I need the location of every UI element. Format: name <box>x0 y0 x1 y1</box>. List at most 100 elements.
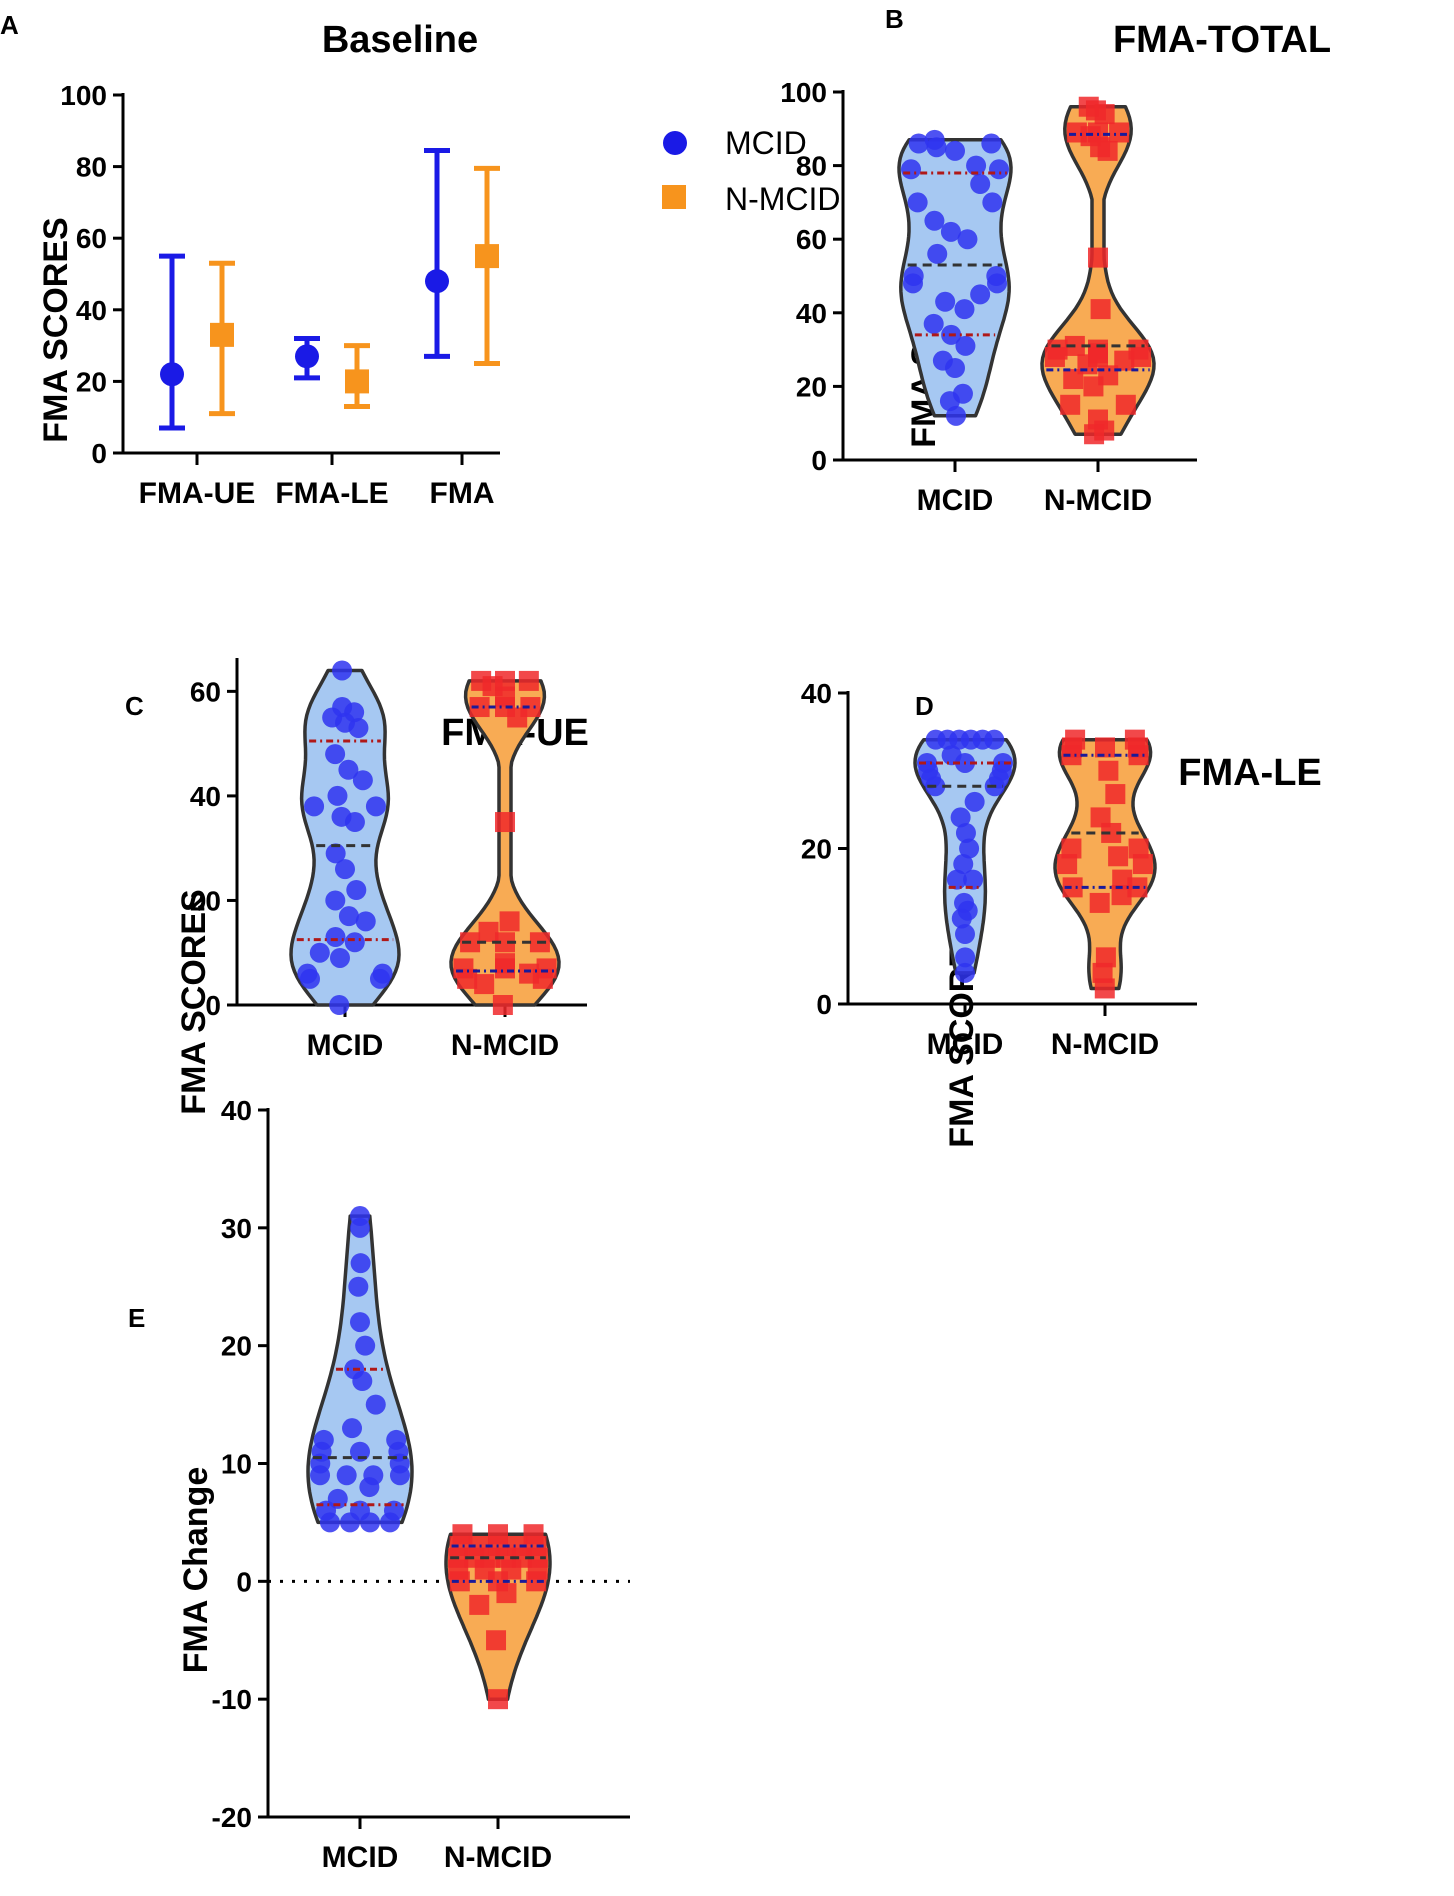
data-point-mcid <box>325 843 346 864</box>
violin-body <box>449 679 561 1007</box>
panel-a-ylabel: FMA SCORES <box>37 217 75 442</box>
data-point-nmcid <box>1128 838 1149 859</box>
y-tick-label: 60 <box>76 223 107 254</box>
panel-d-title: FMA-LE <box>1178 752 1322 794</box>
data-point-nmcid <box>1062 877 1083 898</box>
data-point-nmcid <box>1105 784 1126 805</box>
data-point-mcid <box>335 859 355 880</box>
data-point-nmcid <box>1090 807 1111 828</box>
legend-mcid-marker <box>663 131 687 155</box>
y-tick-label: 60 <box>190 676 221 707</box>
data-point-mcid <box>957 229 978 250</box>
y-tick-label: 20 <box>221 1331 252 1362</box>
data-point-mcid <box>350 1253 371 1274</box>
data-point-mcid <box>926 137 947 158</box>
data-point-mcid <box>955 335 976 356</box>
data-point-nmcid <box>1083 376 1104 397</box>
data-point-nmcid <box>1098 760 1119 781</box>
panel-c-plot: 0 20 40 60 MCID N-MCID <box>190 658 587 1062</box>
data-point-mcid <box>359 1477 380 1498</box>
data-point-nmcid <box>499 911 520 932</box>
y-tick-label: 40 <box>796 298 827 329</box>
x-category-label: FMA <box>430 477 495 510</box>
data-point-mcid <box>989 159 1010 180</box>
data-point-mcid <box>902 273 923 294</box>
data-point-mcid <box>900 159 921 180</box>
x-category-label: N-MCID <box>451 1029 559 1062</box>
data-point-nmcid <box>526 1571 547 1592</box>
panel-c-ylabel: FMA SCORES <box>175 889 213 1114</box>
data-point-nmcid <box>478 921 499 942</box>
data-point-mcid <box>940 221 961 242</box>
data-point-mcid <box>344 812 365 833</box>
data-point-nmcid <box>532 968 553 989</box>
data-point-nmcid <box>469 1594 490 1615</box>
data-point-mcid <box>304 796 325 817</box>
y-tick-label: 20 <box>801 834 832 865</box>
data-point-nmcid <box>495 932 515 953</box>
data-point-nmcid <box>1131 346 1152 367</box>
y-tick-label: 10 <box>221 1449 252 1480</box>
data-point-mcid <box>325 744 346 765</box>
data-point-nmcid <box>1092 962 1113 983</box>
data-point-nmcid <box>1095 947 1116 968</box>
data-point-mcid <box>908 133 929 154</box>
data-point-mcid <box>300 968 321 989</box>
data-point-nmcid <box>496 1583 517 1604</box>
data-point-mcid <box>360 1512 381 1533</box>
panel-e-plot: -20 -10 0 10 20 30 40 MCID N-MCID <box>212 1095 630 1874</box>
data-point-mcid <box>927 243 948 264</box>
panel-e-ylabel: FMA Change <box>177 1467 215 1674</box>
data-point-nmcid <box>469 697 490 718</box>
data-point-mcid <box>951 908 972 929</box>
data-point-mcid <box>982 192 1003 213</box>
y-tick-label: 40 <box>801 678 832 709</box>
data-point-mcid <box>963 869 984 890</box>
x-category-label: MCID <box>322 1841 399 1874</box>
data-point-nmcid <box>1084 424 1105 445</box>
data-point-mcid <box>325 927 346 948</box>
panel-b-letter: B <box>885 4 904 34</box>
mean-point-nmcid <box>475 244 499 269</box>
data-point-nmcid <box>1063 369 1084 390</box>
panel-a: A Baseline FMA SCORES 0 20 40 60 80 100 FMA-UE… <box>0 10 841 510</box>
y-tick-label: -10 <box>212 1684 252 1715</box>
data-point-mcid <box>955 947 976 968</box>
data-point-nmcid <box>1060 394 1081 415</box>
data-point-mcid <box>950 807 971 828</box>
data-point-nmcid <box>1132 854 1153 875</box>
data-point-mcid <box>907 192 928 213</box>
data-point-mcid <box>924 210 945 231</box>
y-tick-label: 100 <box>60 80 107 111</box>
legend-mcid-label: MCID <box>725 125 807 161</box>
data-point-nmcid <box>449 1571 470 1592</box>
data-point-nmcid <box>1111 885 1132 906</box>
data-point-nmcid <box>518 670 539 691</box>
data-point-nmcid <box>1112 869 1133 890</box>
data-point-mcid <box>365 796 386 817</box>
x-category-label: MCID <box>927 1028 1004 1061</box>
data-point-nmcid <box>1101 822 1122 843</box>
y-tick-label: 20 <box>76 366 107 397</box>
data-point-mcid <box>310 1465 331 1486</box>
violin-body <box>444 1532 552 1701</box>
data-point-mcid <box>327 785 348 806</box>
panel-e-letter: E <box>128 1303 145 1333</box>
data-point-mcid <box>348 717 369 738</box>
data-point-mcid <box>352 1371 373 1392</box>
data-point-nmcid <box>1090 299 1111 320</box>
data-point-mcid <box>350 1217 370 1238</box>
legend-nmcid-label: N-MCID <box>725 181 841 217</box>
data-point-mcid <box>954 299 975 320</box>
data-point-nmcid <box>1089 892 1110 913</box>
panel-a-legend: MCID N-MCID <box>662 125 841 217</box>
data-point-mcid <box>955 924 975 945</box>
data-point-nmcid <box>1044 346 1065 367</box>
y-tick-label: 0 <box>205 990 221 1021</box>
data-point-mcid <box>348 1276 369 1297</box>
data-point-nmcid <box>474 974 495 995</box>
data-point-nmcid <box>1061 745 1082 766</box>
data-point-nmcid <box>1115 394 1136 415</box>
